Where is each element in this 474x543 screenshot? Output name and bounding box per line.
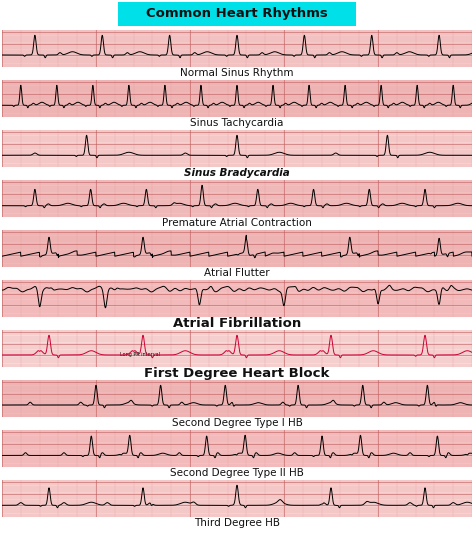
Text: Sinus Tachycardia: Sinus Tachycardia <box>191 118 283 129</box>
Text: Second Degree Type II HB: Second Degree Type II HB <box>170 469 304 478</box>
Text: Atrial Flutter: Atrial Flutter <box>204 268 270 279</box>
Text: Second Degree Type I HB: Second Degree Type I HB <box>172 419 302 428</box>
Text: First Degree Heart Block: First Degree Heart Block <box>144 367 330 380</box>
Text: Common Heart Rhythms: Common Heart Rhythms <box>146 8 328 21</box>
Text: Normal Sinus Rhythm: Normal Sinus Rhythm <box>180 68 294 79</box>
Text: Premature Atrial Contraction: Premature Atrial Contraction <box>162 218 312 229</box>
Text: Third Degree HB: Third Degree HB <box>194 519 280 528</box>
Text: Atrial Fibrillation: Atrial Fibrillation <box>173 317 301 330</box>
Text: Sinus Bradycardia: Sinus Bradycardia <box>184 168 290 179</box>
Text: Long PR interval: Long PR interval <box>119 352 159 357</box>
